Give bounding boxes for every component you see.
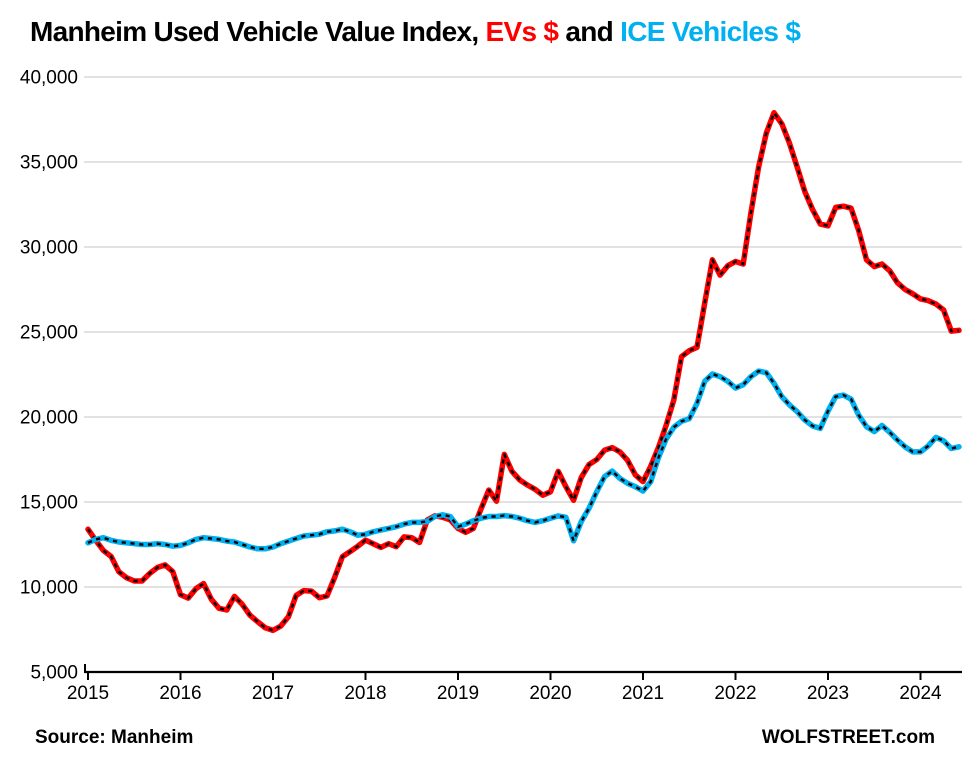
x-tick-label: 2023 [807, 683, 849, 704]
y-tick-label: 5,000 [30, 663, 78, 684]
ev-line-dashes [87, 111, 960, 632]
x-tick-label: 2019 [437, 683, 479, 704]
title-ev-label: EVs $ [485, 16, 559, 47]
y-tick-label: 20,000 [20, 408, 78, 429]
ice-line [85, 368, 962, 552]
x-tick-label: 2022 [714, 683, 756, 704]
y-tick-label: 30,000 [20, 238, 78, 259]
x-tick-label: 2015 [67, 683, 109, 704]
title-main-text: Manheim Used Vehicle Value Index, [30, 16, 486, 47]
y-tick-label: 15,000 [20, 493, 78, 514]
ev-line [85, 109, 962, 634]
data-series [85, 109, 962, 634]
y-tick-label: 35,000 [20, 153, 78, 174]
gridlines [84, 76, 962, 588]
source-credit: Source: Manheim [35, 727, 194, 748]
x-tick-label: 2016 [159, 683, 201, 704]
x-tick-label: 2021 [622, 683, 664, 704]
x-tick-label: 2018 [344, 683, 386, 704]
x-axis [84, 664, 962, 680]
y-tick-label: 25,000 [20, 323, 78, 344]
ice-line-dashes [87, 369, 960, 550]
title-and-text: and [558, 16, 621, 47]
x-tick-label: 2024 [899, 683, 942, 704]
chart-title: Manheim Used Vehicle Value Index, EVs $ … [30, 16, 965, 48]
site-credit: WOLFSTREET.com [761, 727, 935, 748]
x-tick-label: 2020 [529, 683, 571, 704]
y-tick-label: 10,000 [20, 578, 78, 599]
y-tick-label: 40,000 [20, 68, 78, 89]
axis-tick-labels: 5,000 10,000 15,000 20,000 25,000 30,000 35,00… [20, 68, 942, 705]
title-ice-label: ICE Vehicles $ [620, 16, 801, 47]
x-tick-label: 2017 [252, 683, 294, 704]
